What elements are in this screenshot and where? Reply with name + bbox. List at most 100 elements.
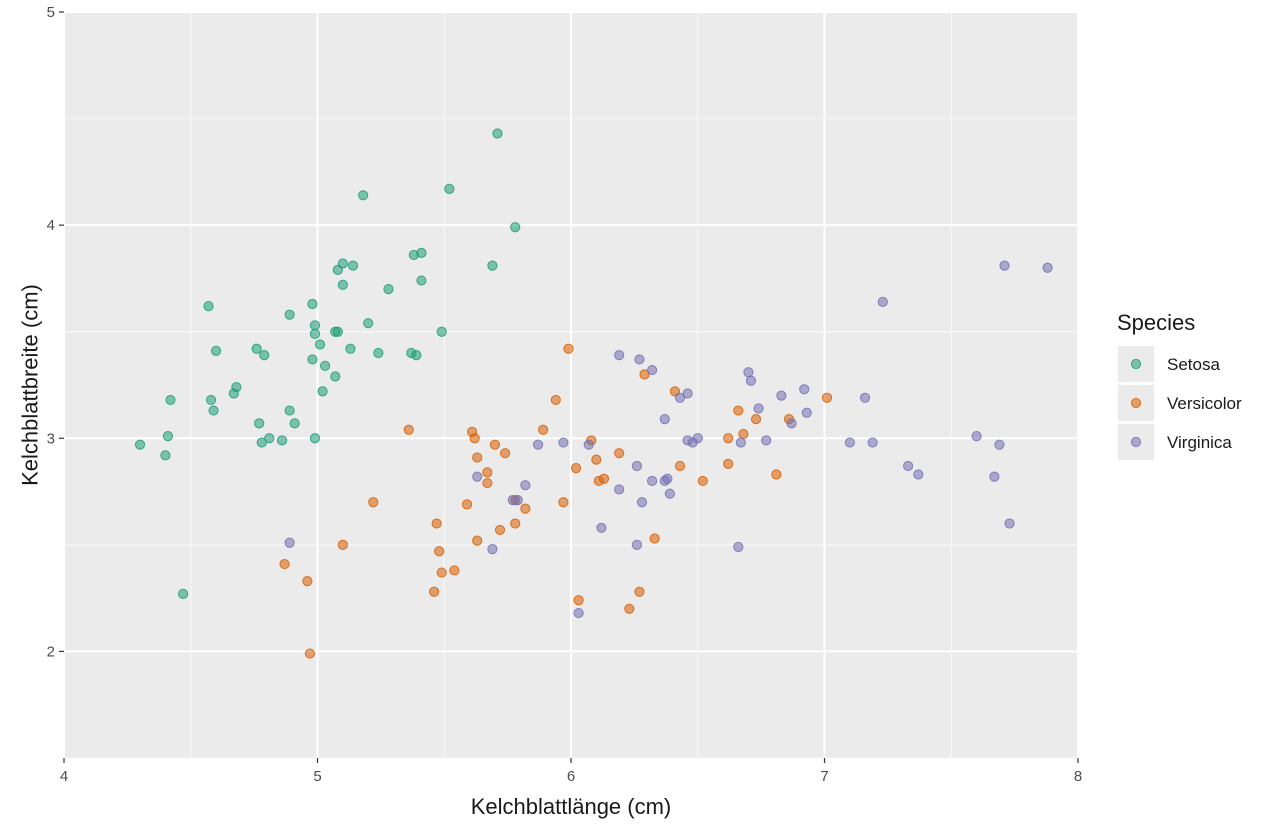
y-axis: 2 3 4 5 <box>47 4 64 660</box>
point-versicolor <box>403 424 414 435</box>
point-setosa <box>487 260 498 271</box>
point-setosa <box>358 190 369 201</box>
point-versicolor <box>614 448 625 459</box>
y-tick-label: 4 <box>47 217 55 234</box>
point-setosa <box>134 439 146 450</box>
point-versicolor <box>649 533 660 544</box>
point-setosa <box>254 418 265 429</box>
point-virginica <box>520 480 531 491</box>
point-virginica <box>745 375 757 386</box>
point-virginica <box>877 296 888 307</box>
point-versicolor <box>634 586 645 597</box>
point-virginica <box>913 469 924 480</box>
point-versicolor <box>570 463 582 474</box>
point-setosa <box>208 405 219 416</box>
legend-marker-setosa <box>1130 358 1142 370</box>
point-versicolor <box>591 454 602 465</box>
point-setosa <box>373 347 384 359</box>
point-virginica <box>284 537 295 548</box>
point-virginica <box>1004 518 1015 529</box>
point-setosa <box>320 360 331 371</box>
data-points <box>134 128 1053 659</box>
point-setosa <box>332 326 343 337</box>
point-setosa <box>251 343 262 354</box>
point-virginica <box>1042 262 1053 273</box>
point-versicolor <box>482 477 493 489</box>
point-virginica <box>776 390 787 401</box>
point-versicolor <box>434 546 445 557</box>
point-versicolor <box>738 428 749 440</box>
legend-marker-virginica <box>1130 436 1142 448</box>
point-versicolor <box>337 539 348 550</box>
legend-label-versicolor: Versicolor <box>1167 394 1242 413</box>
x-tick-label: 7 <box>820 768 828 785</box>
point-versicolor <box>733 405 744 416</box>
point-virginica <box>614 350 625 361</box>
point-virginica <box>994 439 1005 450</box>
legend-title: Species <box>1117 310 1195 335</box>
point-virginica <box>999 260 1010 271</box>
point-setosa <box>256 437 267 448</box>
point-virginica <box>596 522 607 533</box>
point-setosa <box>205 394 217 406</box>
y-tick-label: 5 <box>47 4 55 21</box>
legend-label-setosa: Setosa <box>1167 355 1220 374</box>
point-versicolor <box>302 575 313 587</box>
point-setosa <box>203 301 214 312</box>
point-versicolor <box>279 558 290 570</box>
point-setosa <box>337 279 348 290</box>
point-virginica <box>472 471 483 482</box>
x-tick-label: 6 <box>567 768 575 785</box>
point-virginica <box>573 607 584 619</box>
y-tick-label: 2 <box>47 643 55 660</box>
point-setosa <box>383 283 394 295</box>
x-tick-label: 5 <box>313 768 321 785</box>
point-virginica <box>659 414 670 425</box>
point-versicolor <box>723 458 734 469</box>
x-axis: 4 5 6 7 8 <box>60 758 1082 785</box>
major-gridlines <box>63 11 1079 758</box>
point-versicolor <box>472 535 483 546</box>
point-virginica <box>647 364 658 376</box>
point-virginica <box>662 473 673 484</box>
point-virginica <box>664 488 675 499</box>
point-virginica <box>971 431 982 442</box>
point-versicolor <box>563 343 574 354</box>
point-virginica <box>636 497 648 508</box>
point-versicolor <box>436 567 447 578</box>
y-axis-title: Kelchblattbreite (cm) <box>18 284 43 486</box>
legend-marker-versicolor <box>1130 397 1142 409</box>
point-virginica <box>631 539 643 550</box>
point-virginica <box>558 437 569 448</box>
point-setosa <box>363 318 374 329</box>
point-virginica <box>735 437 746 448</box>
point-setosa <box>416 247 427 258</box>
point-setosa <box>436 326 447 337</box>
point-setosa <box>160 450 171 461</box>
point-setosa <box>337 258 348 269</box>
point-virginica <box>512 494 523 506</box>
point-versicolor <box>598 473 610 484</box>
point-setosa <box>411 350 422 361</box>
point-versicolor <box>821 392 833 403</box>
point-versicolor <box>624 603 635 614</box>
point-versicolor <box>472 452 483 463</box>
legend-label-virginica: Virginica <box>1167 433 1232 452</box>
point-setosa <box>317 386 328 397</box>
point-versicolor <box>469 433 480 444</box>
point-setosa <box>259 350 270 361</box>
point-virginica <box>867 437 878 448</box>
point-setosa <box>330 371 341 382</box>
point-virginica <box>614 484 625 495</box>
point-virginica <box>753 403 764 414</box>
point-virginica <box>733 541 744 553</box>
point-virginica <box>634 354 645 365</box>
legend: Species Setosa Versicolor Virginica <box>1117 310 1242 460</box>
point-setosa <box>211 345 222 356</box>
point-virginica <box>844 437 855 448</box>
point-versicolor <box>499 448 511 459</box>
point-setosa <box>309 320 321 331</box>
point-versicolor <box>449 565 460 576</box>
point-setosa <box>284 405 295 416</box>
